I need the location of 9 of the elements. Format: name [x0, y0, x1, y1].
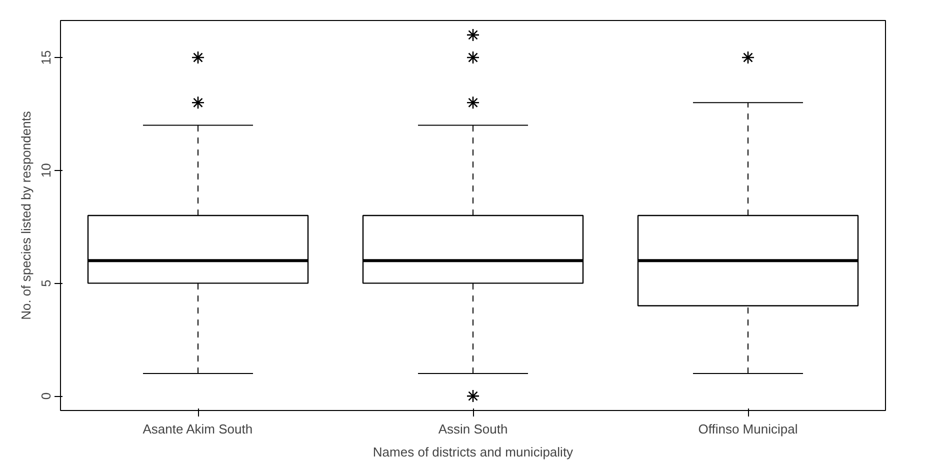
y-tick-label: 5 — [38, 280, 54, 287]
y-tick-label: 15 — [38, 50, 54, 65]
y-axis-title: No. of species listed by respondents — [18, 110, 34, 320]
x-tick-label: Offinso Municipal — [698, 422, 798, 436]
y-tick-label: 0 — [38, 392, 54, 400]
y-tick-label: 10 — [38, 163, 54, 178]
x-tick-label: Asante Akim South — [142, 422, 253, 436]
x-tick-label: Assin South — [438, 422, 508, 436]
x-axis-title: Names of districts and municipality — [372, 444, 574, 460]
